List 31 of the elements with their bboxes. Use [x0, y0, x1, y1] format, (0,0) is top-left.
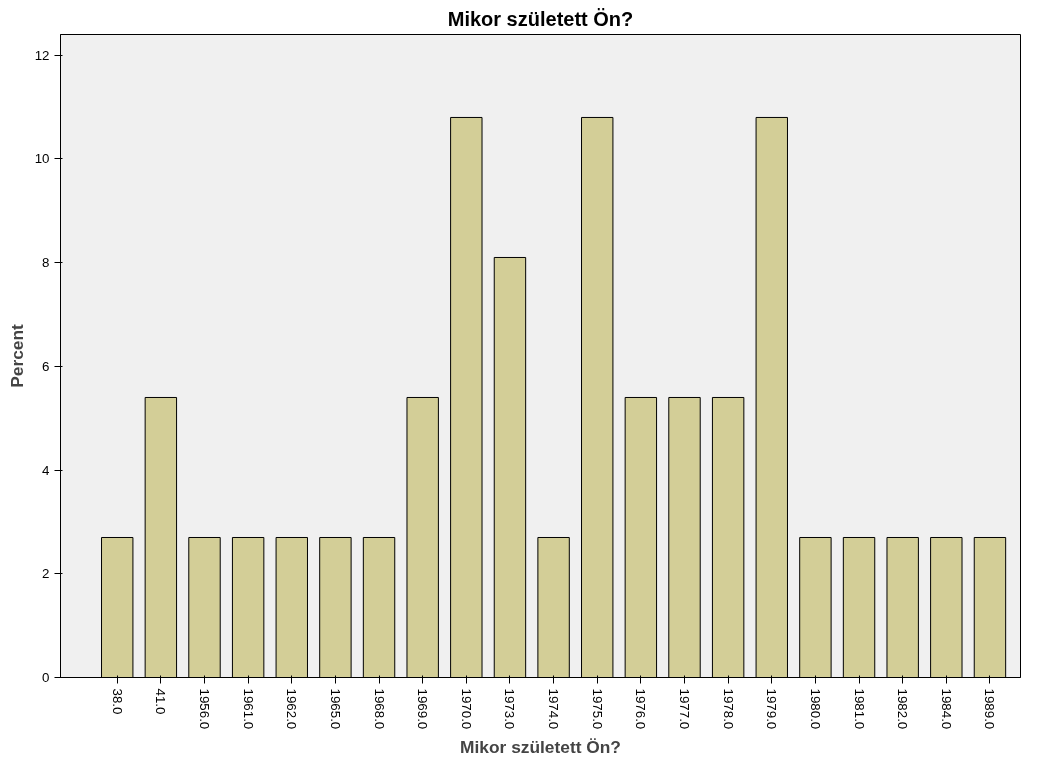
y-tick-label: 6	[42, 358, 50, 374]
y-tick-label: 2	[42, 566, 50, 582]
x-tick-label: 1979.0	[764, 688, 780, 730]
x-axis-title: Mikor született Ön?	[460, 737, 621, 758]
x-tick-label: 38.0	[109, 688, 125, 715]
x-tick-label: 1965.0	[327, 688, 343, 730]
y-tick-label: 12	[34, 47, 50, 63]
x-tick-label: 1984.0	[938, 688, 954, 730]
chart-title: Mikor született Ön?	[447, 7, 634, 30]
x-tick-label: 1973.0	[502, 688, 518, 730]
x-tick-label: 1961.0	[240, 688, 256, 730]
x-tick-label: 1968.0	[371, 688, 387, 730]
x-tick-label: 41.0	[153, 688, 169, 715]
y-tick-label: 10	[34, 151, 50, 167]
x-tick-label: 1982.0	[895, 688, 911, 730]
x-tick-label: 1976.0	[633, 688, 649, 730]
x-tick-label: 1977.0	[677, 688, 692, 730]
x-tick-label: 1975.0	[589, 688, 605, 730]
x-tick-label: 1980.0	[807, 688, 823, 730]
x-tick-label: 1978.0	[720, 688, 736, 730]
x-tick-label: 1974.0	[546, 688, 562, 730]
x-tick-label: 1970.0	[458, 688, 474, 730]
x-tick-label: 1969.0	[415, 688, 431, 730]
y-tick-label: 8	[42, 255, 50, 271]
x-tick-label: 1981.0	[851, 688, 867, 730]
x-tick-label: 1956.0	[197, 688, 212, 730]
y-tick-label: 0	[42, 670, 50, 685]
x-tick-label: 1989.0	[982, 688, 998, 730]
y-tick-label: 4	[42, 462, 51, 478]
x-tick-label: 1962.0	[284, 688, 300, 730]
y-axis-title: Percent	[6, 323, 27, 388]
